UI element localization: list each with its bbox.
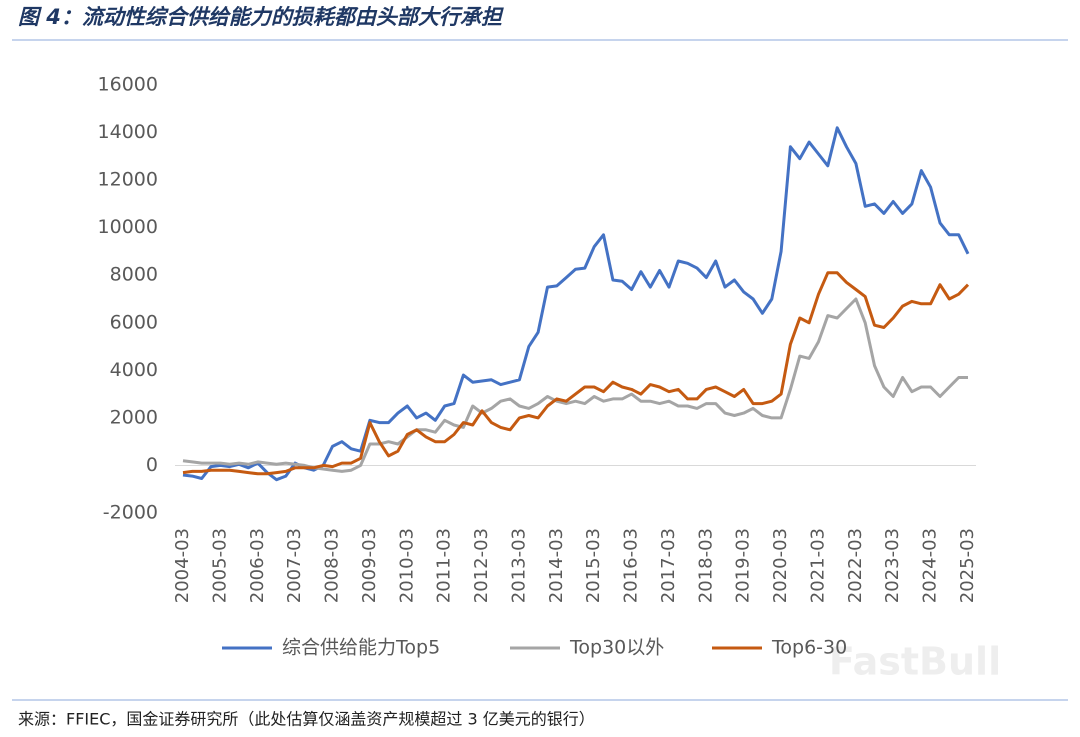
y-tick-label: 16000 [98, 74, 158, 96]
x-tick-label: 2009-03 [359, 528, 380, 603]
source-note: 来源：FFIEC，国金证券研究所（此处估算仅涵盖资产规模超过 3 亿美元的银行） [18, 710, 595, 729]
x-tick-label: 2022-03 [845, 528, 866, 603]
chart-title: 图 4：流动性综合供给能力的损耗都由头部大行承担 [18, 5, 505, 29]
x-tick-label: 2015-03 [583, 528, 604, 603]
x-tick-label: 2014-03 [546, 528, 567, 603]
series-line [182, 126, 970, 482]
x-tick-label: 2025-03 [957, 528, 978, 603]
series-line [182, 271, 970, 476]
x-tick-label: 2021-03 [807, 528, 828, 603]
x-tick-label: 2010-03 [396, 528, 417, 603]
x-tick-label: 2017-03 [658, 528, 679, 603]
x-tick-label: 2005-03 [209, 528, 230, 603]
y-tick-label: 6000 [110, 311, 158, 333]
legend-label: 综合供给能力Top5 [282, 637, 440, 659]
watermark: FastBull [829, 640, 1001, 684]
x-tick-label: 2004-03 [172, 528, 193, 603]
y-tick-label: 4000 [110, 359, 158, 381]
y-tick-label: 2000 [110, 406, 158, 428]
x-tick-label: 2011-03 [434, 528, 455, 603]
x-tick-label: 2008-03 [322, 528, 343, 603]
y-tick-label: -2000 [103, 502, 158, 524]
y-tick-label: 8000 [110, 264, 158, 286]
x-tick-label: 2016-03 [621, 528, 642, 603]
y-tick-label: 0 [146, 454, 158, 476]
x-tick-label: 2007-03 [284, 528, 305, 603]
x-tick-label: 2020-03 [770, 528, 791, 603]
x-tick-label: 2012-03 [471, 528, 492, 603]
y-tick-label: 10000 [98, 216, 158, 238]
legend-label: Top6-30 [771, 637, 847, 659]
series-line [182, 297, 968, 473]
x-tick-label: 2018-03 [695, 528, 716, 603]
legend-label: Top30以外 [569, 637, 664, 659]
y-tick-label: 12000 [98, 169, 158, 191]
x-tick-label: 2023-03 [882, 528, 903, 603]
y-tick-label: 14000 [98, 121, 158, 143]
x-tick-label: 2019-03 [733, 528, 754, 603]
x-tick-label: 2013-03 [508, 528, 529, 603]
x-tick-label: 2024-03 [920, 528, 941, 603]
x-tick-label: 2006-03 [247, 528, 268, 603]
